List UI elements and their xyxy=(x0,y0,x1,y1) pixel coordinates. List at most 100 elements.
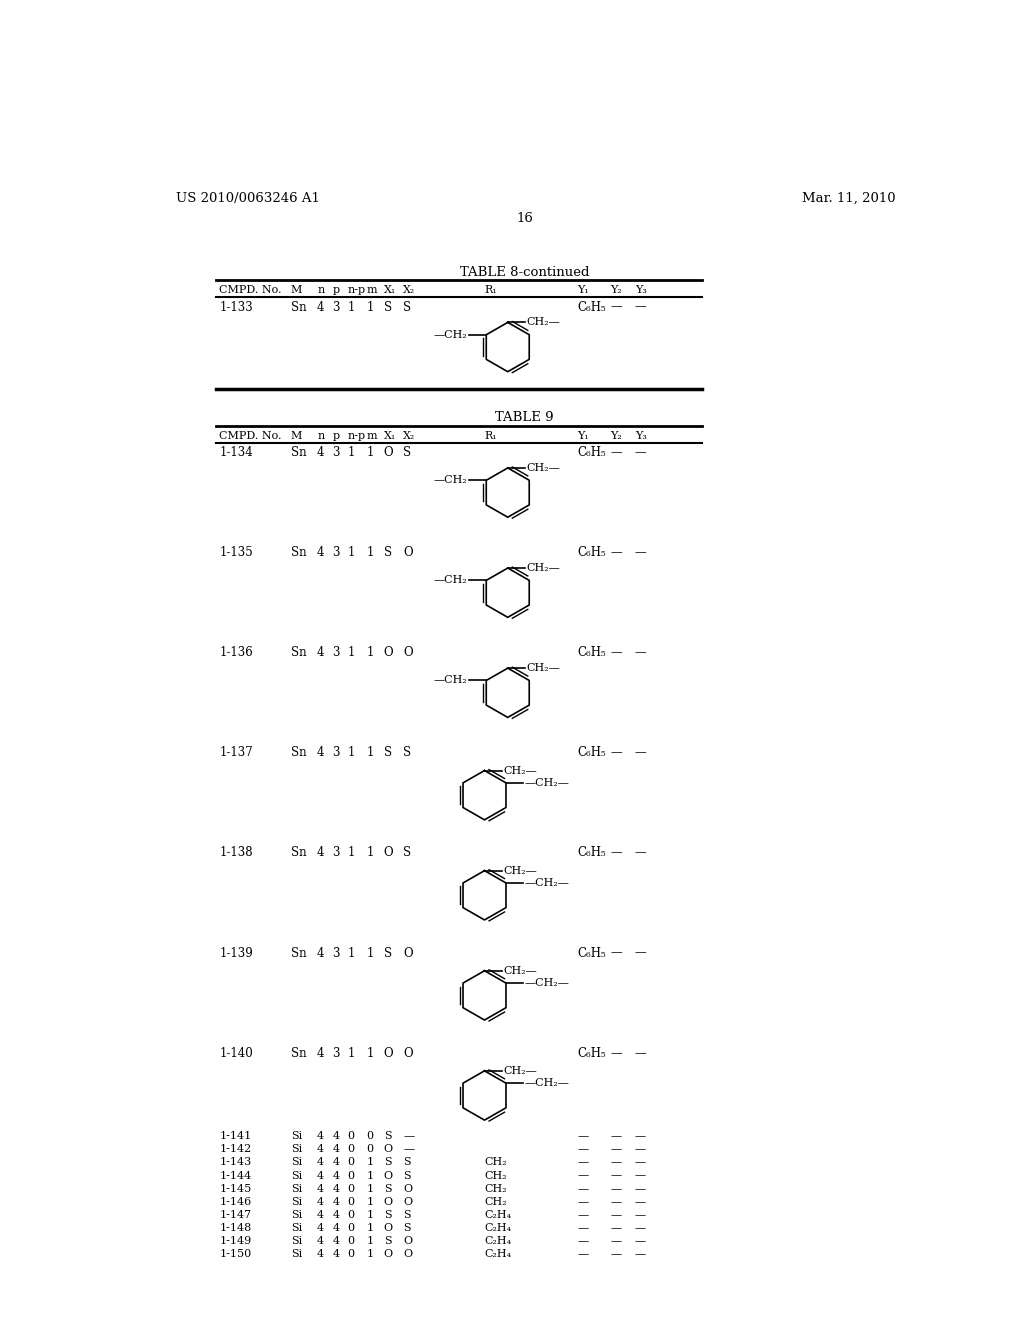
Text: Y₃: Y₃ xyxy=(635,430,647,441)
Text: 1: 1 xyxy=(347,546,354,560)
Text: —: — xyxy=(635,1210,646,1220)
Text: 0: 0 xyxy=(347,1249,354,1259)
Text: 0: 0 xyxy=(347,1171,354,1180)
Text: 4: 4 xyxy=(333,1236,340,1246)
Text: —: — xyxy=(635,647,646,659)
Text: —: — xyxy=(610,1184,622,1193)
Text: O: O xyxy=(384,1171,393,1180)
Text: m: m xyxy=(367,430,377,441)
Text: 1-138: 1-138 xyxy=(219,846,253,859)
Text: 1-143: 1-143 xyxy=(219,1158,252,1167)
Text: C₆H₅: C₆H₅ xyxy=(578,647,606,659)
Text: 4: 4 xyxy=(317,1158,325,1167)
Text: O: O xyxy=(384,1047,393,1060)
Text: 1: 1 xyxy=(367,647,374,659)
Text: S: S xyxy=(384,946,392,960)
Text: Si: Si xyxy=(291,1222,302,1233)
Text: 1-133: 1-133 xyxy=(219,301,253,314)
Text: —CH₂—: —CH₂— xyxy=(524,878,569,888)
Text: 4: 4 xyxy=(317,1171,325,1180)
Text: —: — xyxy=(610,446,622,459)
Text: 4: 4 xyxy=(317,1236,325,1246)
Text: 1: 1 xyxy=(367,1222,374,1233)
Text: O: O xyxy=(403,1249,413,1259)
Text: Y₂: Y₂ xyxy=(610,285,622,296)
Text: CMPD. No.: CMPD. No. xyxy=(219,430,282,441)
Text: S: S xyxy=(403,846,412,859)
Text: Sn: Sn xyxy=(291,746,306,759)
Text: —: — xyxy=(610,946,622,960)
Text: 1: 1 xyxy=(367,1210,374,1220)
Text: —: — xyxy=(610,746,622,759)
Text: —: — xyxy=(635,1222,646,1233)
Text: 4: 4 xyxy=(317,1047,325,1060)
Text: —CH₂: —CH₂ xyxy=(434,475,468,486)
Text: S: S xyxy=(384,1131,391,1142)
Text: S: S xyxy=(384,1184,391,1193)
Text: C₆H₅: C₆H₅ xyxy=(578,1047,606,1060)
Text: C₆H₅: C₆H₅ xyxy=(578,846,606,859)
Text: 1: 1 xyxy=(367,746,374,759)
Text: Sn: Sn xyxy=(291,546,306,560)
Text: Si: Si xyxy=(291,1158,302,1167)
Text: CMPD. No.: CMPD. No. xyxy=(219,285,282,296)
Text: —: — xyxy=(635,746,646,759)
Text: 3: 3 xyxy=(333,446,340,459)
Text: —: — xyxy=(635,846,646,859)
Text: Sn: Sn xyxy=(291,846,306,859)
Text: 1: 1 xyxy=(347,846,354,859)
Text: 0: 0 xyxy=(347,1236,354,1246)
Text: O: O xyxy=(384,446,393,459)
Text: O: O xyxy=(403,1197,413,1206)
Text: 3: 3 xyxy=(333,301,340,314)
Text: M: M xyxy=(291,430,302,441)
Text: —: — xyxy=(610,846,622,859)
Text: 1: 1 xyxy=(367,1236,374,1246)
Text: —: — xyxy=(403,1131,415,1142)
Text: O: O xyxy=(403,1184,413,1193)
Text: 4: 4 xyxy=(317,446,325,459)
Text: n: n xyxy=(317,285,325,296)
Text: O: O xyxy=(384,1222,393,1233)
Text: 1-136: 1-136 xyxy=(219,647,253,659)
Text: 4: 4 xyxy=(317,301,325,314)
Text: —: — xyxy=(578,1171,589,1180)
Text: —: — xyxy=(635,1131,646,1142)
Text: O: O xyxy=(384,1249,393,1259)
Text: CH₂—: CH₂— xyxy=(526,663,560,673)
Text: —: — xyxy=(610,1158,622,1167)
Text: —: — xyxy=(635,1047,646,1060)
Text: 1-145: 1-145 xyxy=(219,1184,252,1193)
Text: S: S xyxy=(403,746,412,759)
Text: 1-135: 1-135 xyxy=(219,546,253,560)
Text: S: S xyxy=(384,301,392,314)
Text: 1-149: 1-149 xyxy=(219,1236,252,1246)
Text: —: — xyxy=(578,1184,589,1193)
Text: —: — xyxy=(578,1249,589,1259)
Text: Y₁: Y₁ xyxy=(578,430,589,441)
Text: 4: 4 xyxy=(317,1184,325,1193)
Text: 1: 1 xyxy=(367,1171,374,1180)
Text: 1: 1 xyxy=(367,1158,374,1167)
Text: 1: 1 xyxy=(347,746,354,759)
Text: —: — xyxy=(610,1131,622,1142)
Text: n: n xyxy=(317,430,325,441)
Text: X₁: X₁ xyxy=(384,430,396,441)
Text: 3: 3 xyxy=(333,546,340,560)
Text: 4: 4 xyxy=(317,546,325,560)
Text: CH₂—: CH₂— xyxy=(526,317,560,327)
Text: 1: 1 xyxy=(367,446,374,459)
Text: Si: Si xyxy=(291,1144,302,1155)
Text: 0: 0 xyxy=(347,1158,354,1167)
Text: —: — xyxy=(635,1158,646,1167)
Text: 1: 1 xyxy=(347,446,354,459)
Text: n-p: n-p xyxy=(347,285,366,296)
Text: 4: 4 xyxy=(317,1249,325,1259)
Text: —: — xyxy=(635,1171,646,1180)
Text: 1: 1 xyxy=(367,1249,374,1259)
Text: 3: 3 xyxy=(333,1047,340,1060)
Text: —: — xyxy=(610,1197,622,1206)
Text: TABLE 9: TABLE 9 xyxy=(496,412,554,425)
Text: 1: 1 xyxy=(367,301,374,314)
Text: 1-141: 1-141 xyxy=(219,1131,252,1142)
